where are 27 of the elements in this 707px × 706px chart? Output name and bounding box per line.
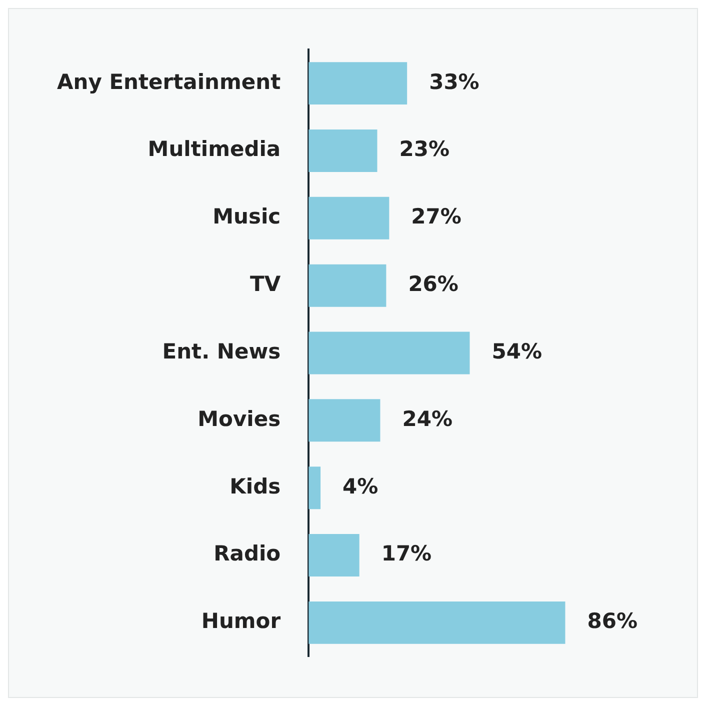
y-tick-label: Humor — [201, 609, 282, 634]
y-tick-label: Multimedia — [148, 137, 281, 162]
bar — [308, 466, 321, 510]
y-tick-label: Kids — [230, 474, 281, 498]
bar — [308, 601, 566, 644]
y-tick-label: Music — [212, 204, 281, 229]
y-tick-label: Ent. News — [162, 339, 281, 364]
data-label: 54% — [492, 339, 542, 364]
bar — [308, 399, 380, 442]
data-label: 23% — [399, 137, 450, 162]
bar — [308, 332, 470, 374]
data-label: 33% — [429, 70, 480, 94]
y-tick-label: Movies — [198, 406, 281, 431]
data-label: 17% — [381, 542, 432, 566]
data-label: 26% — [408, 272, 458, 296]
data-label: 86% — [587, 609, 638, 634]
data-label: 27% — [411, 204, 462, 229]
bar — [308, 62, 408, 105]
data-label: 4% — [342, 474, 378, 498]
y-tick-label: Radio — [214, 542, 281, 566]
data-label: 24% — [402, 406, 452, 431]
bar — [308, 264, 386, 307]
y-tick-label: TV — [250, 272, 282, 296]
bar — [308, 129, 378, 172]
bar — [308, 534, 360, 577]
bar — [308, 196, 390, 240]
y-tick-label: Any Entertainment — [57, 70, 281, 94]
